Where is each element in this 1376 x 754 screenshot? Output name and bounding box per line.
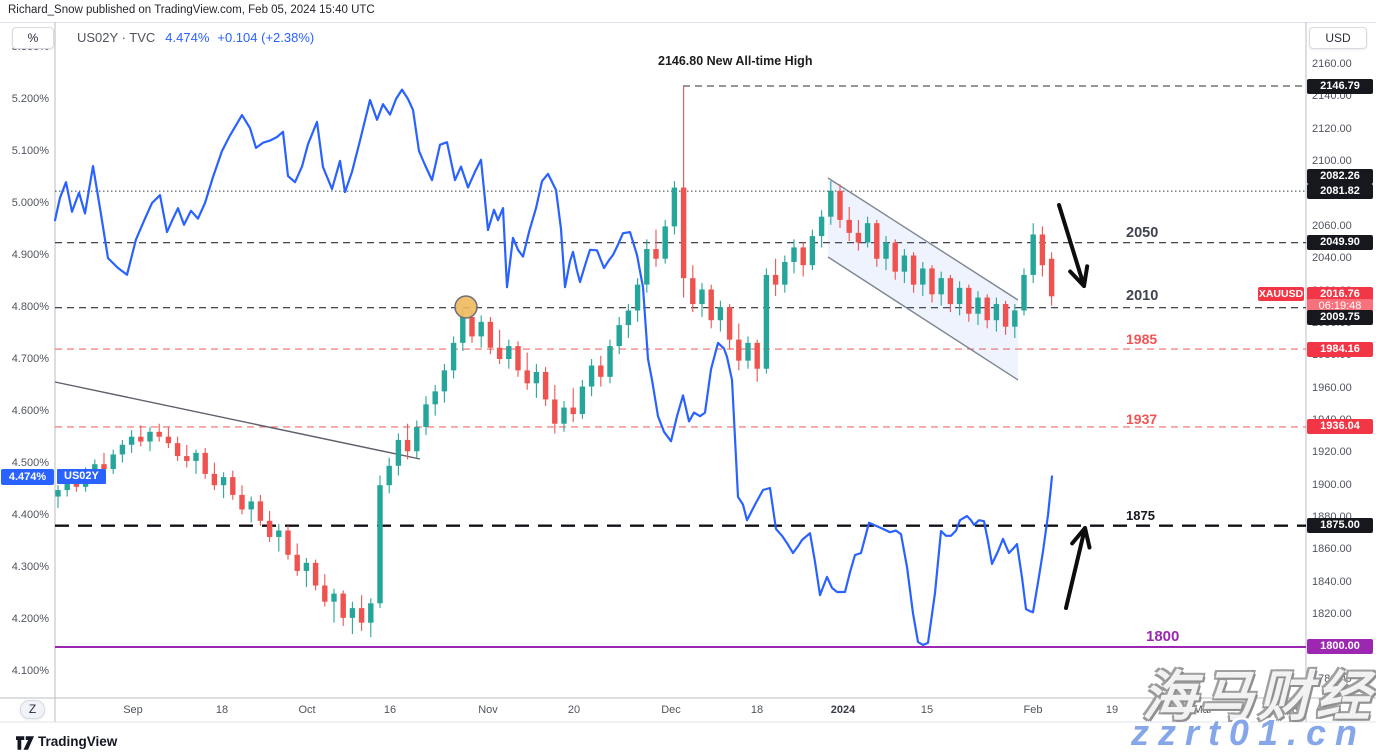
price-badge-2082.26: 2082.26 — [1307, 168, 1373, 184]
price-badge-1936.04: 1936.04 — [1307, 419, 1373, 435]
price-badge-2146.79: 2146.79 — [1307, 78, 1373, 94]
right-axis-tick: 2060.00 — [1312, 219, 1352, 232]
right-axis-tick: 1780.00 — [1312, 672, 1352, 685]
down-arrow-annotation — [1057, 203, 1090, 288]
candlestick-series — [55, 85, 1055, 638]
left-axis-tick: 4.300% — [11, 560, 49, 573]
chart-annotation: 2050 — [1126, 225, 1159, 241]
up-arrow-annotation — [1064, 526, 1092, 610]
left-axis-tick: 5.000% — [11, 196, 49, 209]
chart-annotation: 1800 — [1146, 627, 1180, 645]
left-axis-tick: 4.100% — [11, 664, 49, 677]
header-divider — [0, 22, 1376, 23]
legend-value: 4.474% — [165, 30, 210, 45]
time-axis-tick[interactable]: 20 — [567, 704, 581, 716]
left-axis-tick: 5.100% — [11, 144, 49, 157]
time-axis-tick[interactable]: 18 — [215, 704, 229, 716]
left-axis-tick: 4.600% — [11, 404, 49, 417]
left-axis-tick: 5.200% — [11, 92, 49, 105]
price-badge-1984.16: 1984.16 — [1307, 341, 1373, 357]
left-axis-tick: 4.400% — [11, 508, 49, 521]
chart-annotation: 2010 — [1126, 288, 1159, 304]
percent-scale-button[interactable]: % — [12, 27, 54, 49]
channel-upper-edge — [827, 177, 1019, 301]
chart-annotation: 2146.80 New All-time High — [658, 54, 813, 69]
yield-line-series — [53, 88, 1054, 647]
time-axis-tick[interactable]: Feb — [1023, 704, 1043, 716]
price-badge-2049.90: 2049.90 — [1307, 235, 1373, 251]
usd-scale-button[interactable]: USD — [1309, 27, 1367, 49]
price-badge-1800.00: 1800.00 — [1307, 639, 1373, 655]
time-axis-tick[interactable]: 15 — [920, 704, 934, 716]
right-axis-tick: 1920.00 — [1312, 446, 1352, 459]
yield-value-badge: 4.474% — [1, 468, 54, 485]
xauusd-tag: XAUUSD — [1258, 287, 1304, 301]
right-axis-tick: 1820.00 — [1312, 608, 1352, 621]
right-axis-tick: 2120.00 — [1312, 122, 1352, 135]
time-axis-tick[interactable]: 2024 — [830, 704, 856, 716]
tradingview-brand[interactable]: TradingView — [38, 734, 118, 749]
chart-annotation: 1985 — [1126, 331, 1158, 348]
right-axis-tick: 1960.00 — [1312, 381, 1352, 394]
price-badge-2081.82: 2081.82 — [1307, 183, 1373, 199]
tradingview-logo-icon[interactable] — [16, 735, 34, 751]
attribution-text: Richard_Snow published on TradingView.co… — [8, 4, 375, 16]
time-axis-tick[interactable]: Sep — [123, 704, 143, 716]
left-axis-tick: 4.500% — [11, 456, 49, 469]
price-badge-2009.75: 2009.75 — [1307, 309, 1373, 325]
time-axis-tick[interactable]: 18 — [750, 704, 764, 716]
auto-scale-button[interactable]: A — [1316, 702, 1324, 714]
price-badge-2016.76: 2016.76 — [1307, 286, 1373, 302]
watermark-url: zzrt01.cn — [1130, 712, 1366, 753]
time-axis-tick[interactable]: 16 — [383, 704, 397, 716]
right-axis-tick: 1840.00 — [1312, 575, 1352, 588]
chart-legend[interactable]: US02Y · TVC 4.474% +0.104 (+2.38%) — [77, 30, 314, 45]
channel-lower-edge — [827, 256, 1019, 381]
right-axis-tick: 1860.00 — [1312, 543, 1352, 556]
time-axis-tick[interactable]: Mar — [1193, 704, 1213, 716]
time-axis-tick[interactable]: Oct — [298, 704, 316, 716]
left-axis-tick: 4.800% — [11, 300, 49, 313]
time-axis-tick[interactable]: 18 — [1285, 704, 1299, 716]
highlight-circle — [454, 295, 478, 319]
left-axis-tick: 4.900% — [11, 248, 49, 261]
time-axis-tick[interactable]: 19 — [1105, 704, 1119, 716]
legend-change: +0.104 (+2.38%) — [217, 30, 315, 45]
timezone-button[interactable]: Z — [20, 700, 45, 719]
left-axis-tick: 4.200% — [11, 612, 49, 625]
right-axis-tick: 2040.00 — [1312, 252, 1352, 265]
watermark-cn: 海马财经 — [1142, 667, 1374, 727]
right-axis-tick: 2100.00 — [1312, 155, 1352, 168]
chart-annotation: 1937 — [1126, 411, 1158, 428]
us02y-series-label[interactable]: US02Y — [57, 468, 106, 484]
right-axis-tick: 2160.00 — [1312, 58, 1352, 71]
legend-symbol[interactable]: US02Y · TVC — [77, 30, 156, 45]
time-axis-tick[interactable]: Nov — [478, 704, 498, 716]
time-axis-tick[interactable]: Dec — [661, 704, 681, 716]
chart-annotation: 1875 — [1126, 507, 1155, 523]
left-axis-tick: 4.700% — [11, 352, 49, 365]
price-badge-1875.00: 1875.00 — [1307, 518, 1373, 534]
gold-trendline — [54, 381, 421, 460]
right-axis-tick: 1900.00 — [1312, 478, 1352, 491]
